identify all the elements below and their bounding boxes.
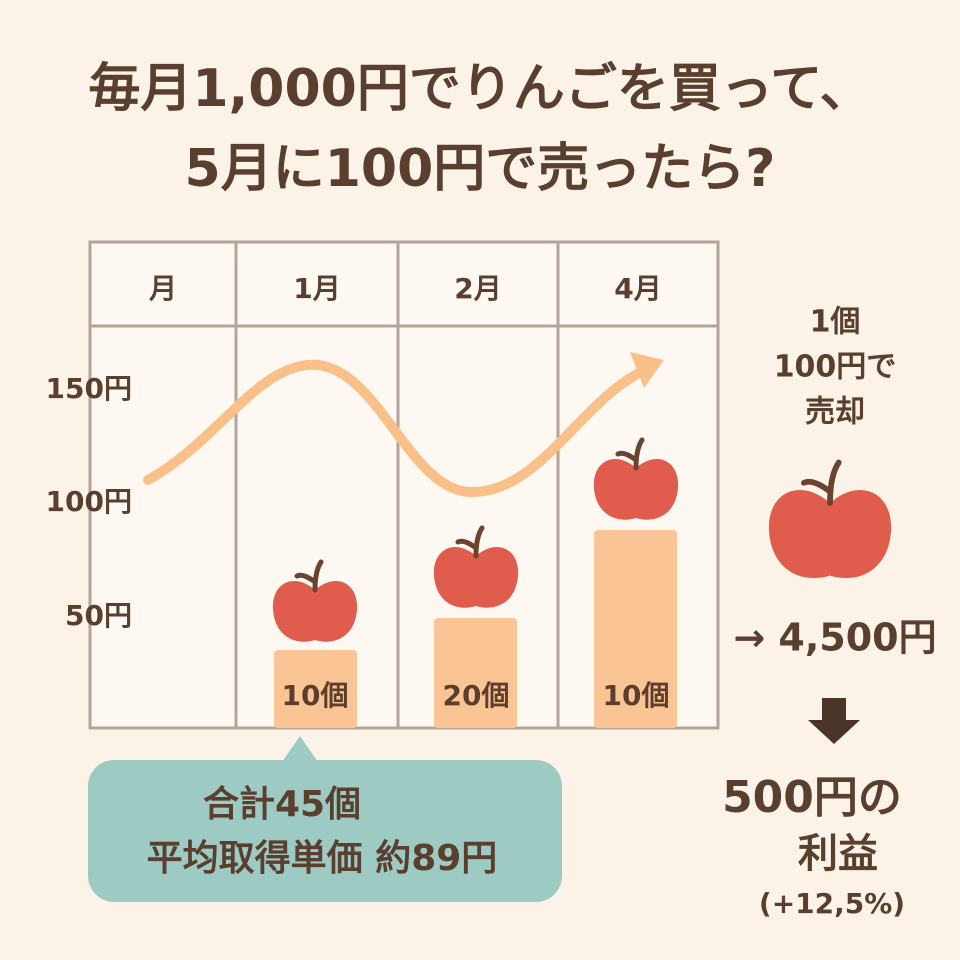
callout-text: 平均取得単価 約89円 — [147, 838, 498, 879]
result-text: 利益 — [798, 831, 878, 877]
curve-arrowhead — [630, 352, 664, 388]
apple — [593, 437, 679, 520]
header-cell: 1月 — [293, 272, 340, 305]
y-label: 100円 — [46, 485, 132, 518]
callout-pointer — [282, 736, 318, 762]
result-text: 500円の — [722, 772, 902, 823]
proceeds: → 4,500円 — [733, 616, 936, 660]
down-arrow — [808, 698, 860, 744]
count-label: 10個 — [282, 679, 349, 712]
count-label: 20個 — [443, 679, 510, 712]
quantity-bar — [594, 530, 677, 728]
header-cell: 月 — [148, 272, 177, 305]
apple-large — [768, 459, 892, 579]
apple — [272, 559, 358, 642]
apple — [433, 525, 519, 608]
sale-text: 1個 — [810, 305, 861, 340]
title-line: 5月に100円で売ったら? — [185, 139, 776, 199]
price-curve — [143, 359, 650, 498]
sale-text: 売却 — [805, 395, 865, 430]
title-line: 毎月1,000円でりんごを買って、 — [88, 59, 871, 119]
header-cell: 2月 — [454, 272, 501, 305]
count-label: 10個 — [603, 679, 670, 712]
quantity-bar — [274, 650, 357, 728]
header-cell: 4月 — [614, 272, 661, 305]
y-label: 50円 — [65, 599, 132, 632]
callout-text: 合計45個 — [203, 784, 361, 825]
result-percent: (+12,5%) — [759, 887, 905, 920]
apples — [272, 437, 892, 642]
quantity-bar — [434, 618, 517, 728]
y-label: 150円 — [46, 372, 132, 405]
callout-box — [88, 760, 562, 902]
sale-text: 100円で — [774, 350, 897, 385]
